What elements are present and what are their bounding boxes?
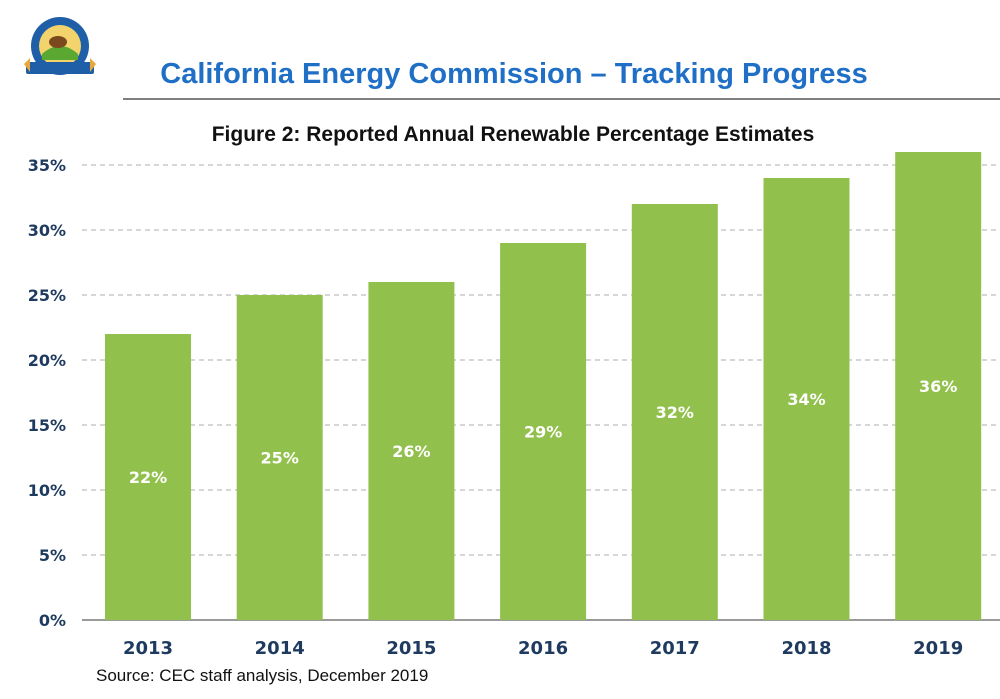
- data-label-2019: 36%: [919, 377, 957, 396]
- data-label-2016: 29%: [524, 423, 562, 442]
- x-tick-label: 2015: [386, 638, 436, 659]
- seal-bear: [49, 36, 67, 48]
- seal-banner: [26, 62, 94, 74]
- y-axis-ticks: 0% 5% 10% 15% 20% 25% 30% 35%: [28, 156, 66, 630]
- bar-2016: [500, 243, 587, 620]
- y-tick-label: 0%: [39, 611, 66, 630]
- y-tick-label: 35%: [28, 156, 66, 175]
- data-label-2018: 34%: [787, 390, 825, 409]
- bar-2017: [631, 204, 718, 620]
- data-label-2015: 26%: [392, 442, 430, 461]
- state-seal-icon: [24, 17, 96, 75]
- data-labels: 22% 25% 26% 29% 32% 34% 36%: [129, 377, 957, 487]
- bar-2014: [236, 295, 323, 620]
- x-tick-label: 2016: [518, 638, 568, 659]
- state-seal-logo: [20, 14, 100, 86]
- source-note: Source: CEC staff analysis, December 201…: [96, 666, 429, 685]
- header-divider: [123, 98, 1000, 100]
- bar-2019: [895, 152, 982, 620]
- x-tick-label: 2017: [650, 638, 700, 659]
- y-tick-label: 30%: [28, 221, 66, 240]
- x-axis-ticks: 2013 2014 2015 2016 2017 2018 2019: [123, 638, 963, 659]
- bar-2013: [105, 334, 191, 620]
- x-tick-label: 2019: [913, 638, 963, 659]
- data-label-2017: 32%: [656, 403, 694, 422]
- y-tick-label: 15%: [28, 416, 66, 435]
- bars: [105, 152, 982, 620]
- chart-title: Figure 2: Reported Annual Renewable Perc…: [212, 123, 815, 146]
- y-tick-label: 25%: [28, 286, 66, 305]
- bar-2015: [368, 282, 455, 620]
- x-tick-label: 2018: [781, 638, 831, 659]
- y-tick-label: 20%: [28, 351, 66, 370]
- data-label-2013: 22%: [129, 468, 167, 487]
- data-label-2014: 25%: [261, 449, 299, 468]
- y-tick-label: 5%: [39, 546, 66, 565]
- x-tick-label: 2013: [123, 638, 173, 659]
- x-tick-label: 2014: [255, 638, 305, 659]
- page-title: California Energy Commission – Tracking …: [160, 58, 868, 90]
- seal-hills: [42, 46, 78, 60]
- bar-2018: [763, 178, 850, 620]
- y-tick-label: 10%: [28, 481, 66, 500]
